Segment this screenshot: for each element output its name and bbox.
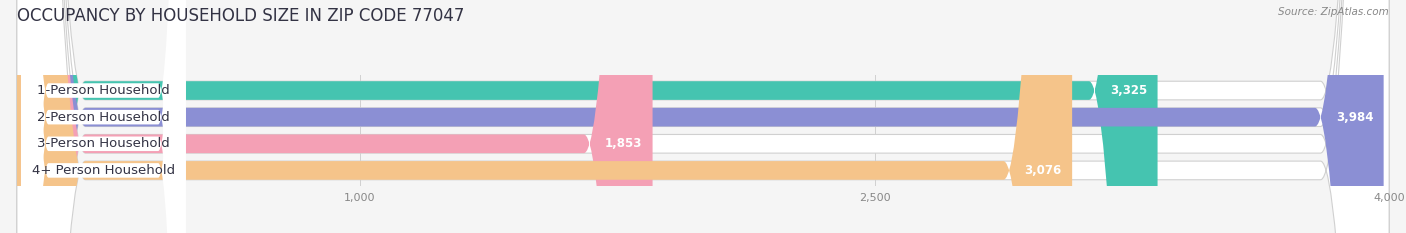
Text: 3-Person Household: 3-Person Household — [37, 137, 170, 150]
FancyBboxPatch shape — [21, 0, 186, 233]
FancyBboxPatch shape — [21, 0, 186, 233]
Text: 2-Person Household: 2-Person Household — [37, 111, 170, 124]
FancyBboxPatch shape — [17, 0, 1073, 233]
Text: 1,853: 1,853 — [605, 137, 643, 150]
FancyBboxPatch shape — [21, 0, 186, 233]
Text: 3,076: 3,076 — [1025, 164, 1062, 177]
FancyBboxPatch shape — [17, 0, 1384, 233]
Text: 3,984: 3,984 — [1336, 111, 1374, 124]
FancyBboxPatch shape — [17, 0, 1389, 233]
Text: Source: ZipAtlas.com: Source: ZipAtlas.com — [1278, 7, 1389, 17]
Text: OCCUPANCY BY HOUSEHOLD SIZE IN ZIP CODE 77047: OCCUPANCY BY HOUSEHOLD SIZE IN ZIP CODE … — [17, 7, 464, 25]
Text: 3,325: 3,325 — [1109, 84, 1147, 97]
FancyBboxPatch shape — [17, 0, 1389, 233]
FancyBboxPatch shape — [17, 0, 652, 233]
Text: 1-Person Household: 1-Person Household — [37, 84, 170, 97]
FancyBboxPatch shape — [17, 0, 1389, 233]
FancyBboxPatch shape — [17, 0, 1389, 233]
FancyBboxPatch shape — [17, 0, 1157, 233]
Text: 4+ Person Household: 4+ Person Household — [32, 164, 174, 177]
FancyBboxPatch shape — [21, 0, 186, 233]
